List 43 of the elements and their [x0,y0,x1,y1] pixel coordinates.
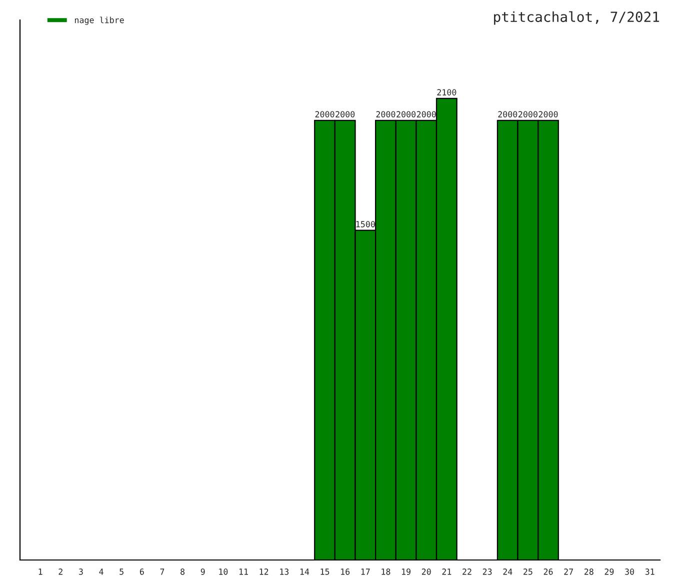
x-tick-label: 22 [462,568,472,575]
x-tick-label: 21 [442,568,452,575]
x-tick-label: 29 [604,568,614,575]
x-tick-label: 4 [99,568,104,575]
x-tick-label: 2 [58,568,62,575]
data-label: 2000 [376,111,396,118]
data-label: 2000 [416,111,436,118]
data-label: 2100 [437,89,456,96]
x-tick-label: 24 [503,568,512,575]
x-tick-label: 3 [79,568,83,575]
x-tick-label: 27 [564,568,573,575]
data-label: 1500 [356,221,375,228]
x-tick-label: 28 [584,568,594,575]
x-tick-label: 11 [239,568,248,575]
x-tick-label: 10 [219,568,228,575]
data-label: 2000 [538,111,558,118]
x-tick-label: 14 [300,568,310,575]
data-label: 2000 [315,111,334,118]
data-label: 2000 [336,111,355,118]
legend-label: nage libre [74,16,124,25]
x-tick-label: 30 [625,568,634,575]
data-label: 2000 [518,111,538,118]
x-tick-label: 25 [524,568,532,575]
x-tick-label: 20 [422,568,431,575]
x-tick-label: 13 [280,568,289,575]
x-tick-label: 18 [382,568,390,575]
data-label: 2000 [498,111,518,118]
x-tick-label: 9 [200,568,205,575]
x-tick-label: 26 [544,568,553,575]
x-tick-label: 19 [402,568,410,575]
x-tick-label: 15 [320,568,330,575]
x-tick-label: 6 [140,568,144,575]
x-tick-label: 17 [361,568,370,575]
x-tick-label: 5 [120,568,124,575]
data-label: 2000 [396,111,416,118]
x-tick-label: 1 [38,568,42,575]
x-tick-label: 16 [341,568,350,575]
chart-title: ptitcachalot, 7/2021 [494,11,660,25]
x-tick-label: 12 [260,568,268,575]
x-tick-label: 31 [645,568,654,575]
x-tick-label: 7 [160,568,164,575]
x-tick-label: 23 [482,568,492,575]
x-tick-label: 8 [180,568,185,575]
